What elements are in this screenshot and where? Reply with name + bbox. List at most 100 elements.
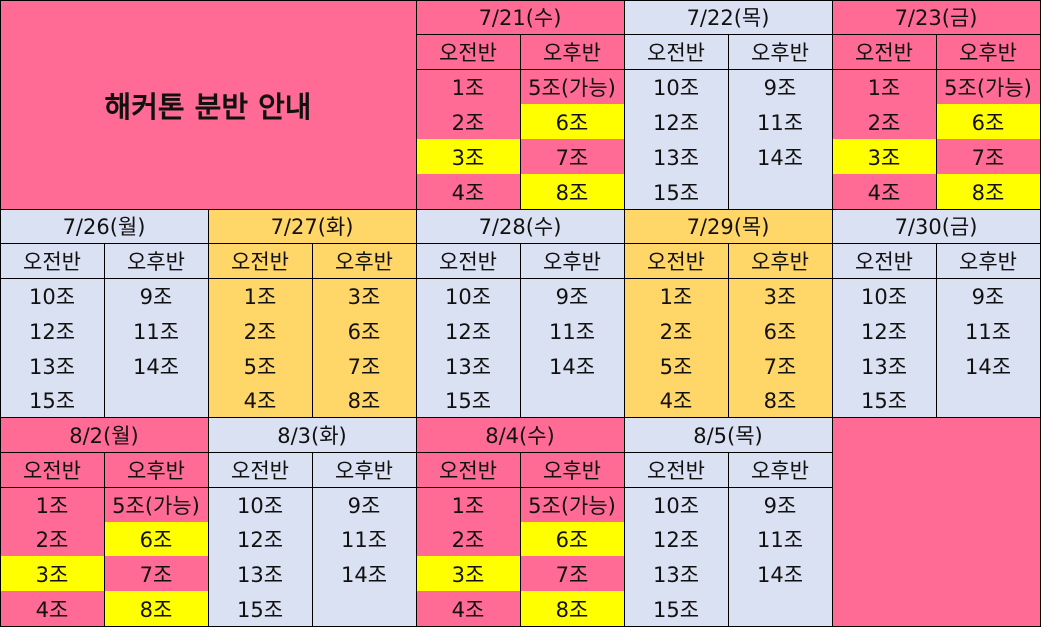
team-cell: 9조	[312, 487, 416, 522]
grid-line	[0, 417, 209, 418]
team-cell: 4조	[0, 591, 104, 626]
team-cell: 4조	[416, 174, 520, 209]
team-cell: 5조(가능)	[104, 487, 208, 522]
grid-line	[624, 487, 625, 627]
session-label-pm: 오후반	[312, 452, 416, 487]
team-cell: 9조	[936, 278, 1040, 313]
page-title: 해커톤 분반 안내	[0, 0, 416, 209]
grid-line	[520, 278, 521, 418]
team-cell: 14조	[728, 139, 832, 174]
grid-line	[624, 278, 625, 418]
grid-line	[104, 452, 209, 453]
team-cell: 14조	[936, 348, 1040, 383]
team-cell: 1조	[208, 278, 312, 313]
team-cell: 15조	[208, 591, 312, 626]
team-cell: 6조	[520, 522, 624, 556]
grid-line	[520, 34, 521, 70]
grid-line	[312, 487, 313, 627]
team-cell: 3조	[0, 556, 104, 591]
team-cell: 10조	[624, 69, 728, 104]
grid-line	[312, 243, 417, 244]
team-cell: 6조	[936, 104, 1040, 139]
session-label-pm: 오후반	[936, 243, 1040, 278]
grid-line	[624, 452, 729, 453]
grid-line	[104, 487, 209, 488]
day-header: 7/30(금)	[832, 209, 1040, 243]
grid-line	[624, 209, 625, 244]
team-cell: 11조	[728, 104, 832, 139]
team-cell: 6조	[104, 522, 208, 556]
team-cell	[312, 591, 416, 626]
grid-line	[728, 69, 729, 210]
grid-line	[832, 487, 833, 627]
team-cell: 13조	[0, 348, 104, 383]
grid-line	[416, 0, 417, 35]
grid-line	[832, 0, 1041, 1]
grid-line	[520, 243, 625, 244]
team-cell: 7조	[104, 556, 208, 591]
team-cell: 6조	[520, 104, 624, 139]
grid-line	[624, 209, 833, 210]
grid-line	[104, 243, 209, 244]
team-cell: 4조	[832, 174, 936, 209]
team-cell: 13조	[832, 348, 936, 383]
day-header: 8/2(월)	[0, 417, 208, 452]
team-cell: 11조	[104, 313, 208, 348]
grid-line	[208, 452, 313, 453]
grid-line	[416, 209, 625, 210]
team-cell: 14조	[728, 556, 832, 591]
grid-line	[728, 34, 833, 35]
grid-line	[416, 417, 625, 418]
grid-line	[520, 278, 625, 279]
grid-line	[728, 69, 833, 70]
team-cell: 3조	[832, 139, 936, 174]
team-cell: 15조	[624, 174, 728, 209]
grid-line	[0, 243, 1, 279]
grid-line	[936, 278, 1041, 279]
grid-line	[832, 209, 833, 244]
grid-line	[312, 452, 417, 453]
session-label-am: 오전반	[832, 243, 936, 278]
grid-line	[832, 34, 833, 70]
team-cell: 9조	[728, 487, 832, 522]
team-cell: 12조	[0, 313, 104, 348]
grid-line	[624, 243, 729, 244]
grid-line	[0, 243, 105, 244]
grid-line	[832, 243, 833, 279]
team-cell: 11조	[312, 522, 416, 556]
team-cell	[728, 591, 832, 626]
grid-line	[0, 0, 417, 1]
grid-line	[312, 278, 313, 418]
session-label-pm: 오후반	[520, 452, 624, 487]
team-cell: 3조	[416, 556, 520, 591]
grid-line	[416, 278, 521, 279]
grid-line	[936, 417, 1041, 418]
grid-line	[208, 209, 417, 210]
grid-line	[728, 243, 729, 279]
grid-line	[0, 278, 105, 279]
team-cell: 7조	[728, 348, 832, 383]
team-cell: 5조	[624, 348, 728, 383]
grid-line	[520, 452, 521, 488]
session-label-am: 오전반	[416, 34, 520, 69]
team-cell: 11조	[728, 522, 832, 556]
grid-line	[208, 487, 313, 488]
team-cell: 9조	[728, 69, 832, 104]
team-cell: 7조	[520, 556, 624, 591]
grid-line	[728, 34, 729, 70]
grid-line	[416, 452, 521, 453]
team-cell: 2조	[208, 313, 312, 348]
team-cell: 8조	[520, 591, 624, 626]
grid-line	[0, 452, 105, 453]
grid-line	[520, 34, 625, 35]
grid-line	[416, 243, 521, 244]
grid-line	[104, 278, 105, 418]
session-label-pm: 오후반	[312, 243, 416, 278]
grid-line	[832, 417, 937, 418]
grid-line	[208, 278, 209, 418]
grid-line	[416, 278, 417, 418]
session-label-am: 오전반	[208, 243, 312, 278]
grid-line	[936, 243, 1041, 244]
session-label-pm: 오후반	[104, 243, 208, 278]
team-cell: 5조(가능)	[936, 69, 1040, 104]
